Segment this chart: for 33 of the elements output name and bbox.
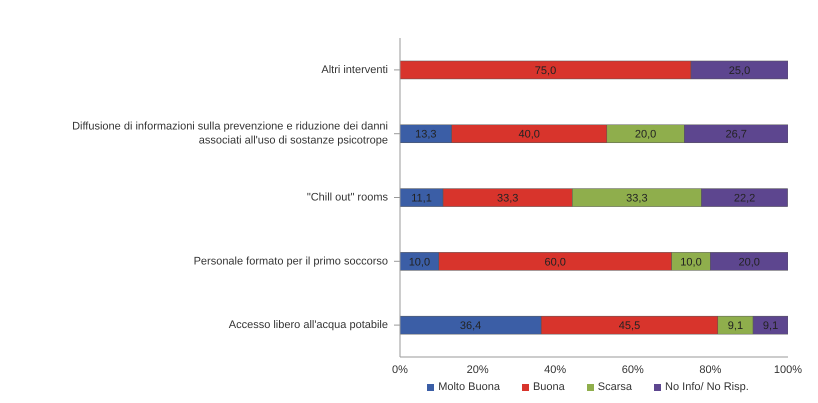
data-label: 11,1 bbox=[411, 192, 432, 204]
data-label: 20,0 bbox=[634, 128, 656, 141]
data-label: 60,0 bbox=[544, 256, 566, 268]
data-label: 22,2 bbox=[734, 192, 756, 204]
y-tick-label: "Chill out" rooms bbox=[306, 192, 388, 204]
x-tick-label: 100% bbox=[774, 364, 802, 376]
data-label: 9,1 bbox=[762, 320, 778, 332]
data-label: 36,4 bbox=[460, 320, 482, 332]
legend-label: Molto Buona bbox=[437, 381, 500, 393]
x-tick-label: 0% bbox=[392, 364, 408, 376]
x-tick-label: 20% bbox=[466, 364, 489, 376]
legend-label: No Info/ No Risp. bbox=[664, 381, 749, 393]
y-tick-label: Diffusione di informazioni sulla prevenzione e riduzione dei danni associati all'uso di sostanze psicotrope bbox=[72, 120, 388, 147]
data-label: 20,0 bbox=[738, 256, 760, 268]
data-label: 26,7 bbox=[725, 128, 747, 141]
data-label: 9,1 bbox=[728, 320, 744, 332]
data-label: 10,0 bbox=[408, 256, 430, 268]
legend-label: Buona bbox=[532, 381, 565, 393]
y-tick-label: Personale formato per il primo soccorso bbox=[194, 255, 388, 268]
data-label: 10,0 bbox=[680, 256, 702, 268]
x-tick-label: 60% bbox=[622, 364, 644, 376]
data-label: 13,3 bbox=[415, 128, 437, 141]
y-tick-label: Accesso libero all'acqua potabile bbox=[228, 319, 388, 332]
data-label: 25,0 bbox=[728, 64, 750, 77]
data-label: 45,5 bbox=[618, 320, 640, 332]
x-tick-label: 40% bbox=[544, 364, 566, 376]
data-label: 33,3 bbox=[626, 192, 648, 204]
legend-label: Scarsa bbox=[596, 381, 632, 393]
y-tick-label: Altri interventi bbox=[321, 64, 388, 76]
x-tick-label: 80% bbox=[699, 364, 722, 376]
data-label: 33,3 bbox=[496, 192, 518, 204]
data-label: 40,0 bbox=[518, 128, 540, 141]
data-label: 75,0 bbox=[534, 64, 556, 77]
